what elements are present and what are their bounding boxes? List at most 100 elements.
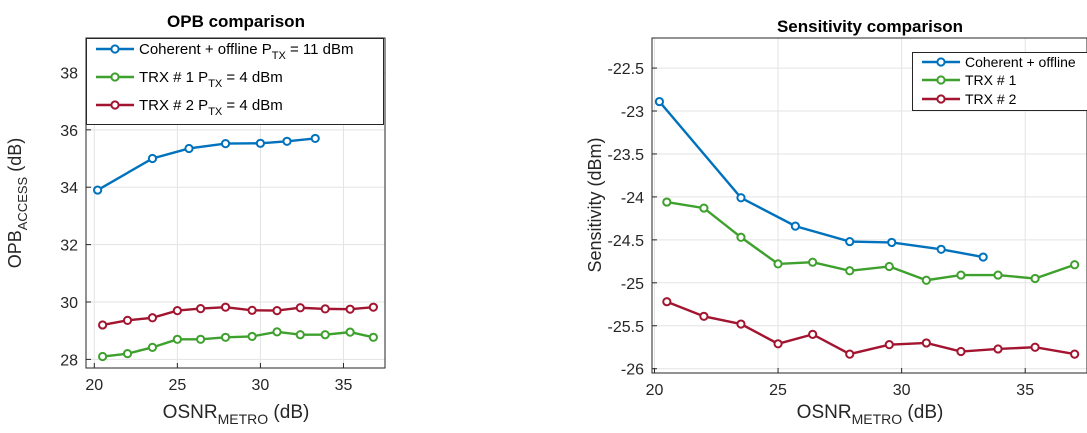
data-point	[980, 253, 987, 260]
data-point	[1031, 344, 1038, 351]
y-tick-label: -26	[621, 362, 644, 379]
x-tick-label: 30	[252, 377, 270, 394]
data-point	[347, 306, 354, 313]
data-point	[197, 305, 204, 312]
data-point	[347, 329, 354, 336]
y-tick-label: -23.5	[608, 147, 645, 164]
series-line	[98, 138, 316, 190]
data-point	[94, 186, 101, 193]
data-point	[846, 351, 853, 358]
data-point	[249, 333, 256, 340]
y-tick-label: 34	[60, 180, 78, 197]
data-point	[994, 271, 1001, 278]
data-point	[249, 307, 256, 314]
data-point	[370, 304, 377, 311]
x-tick-label: 30	[893, 382, 911, 399]
x-tick-label: 35	[1016, 382, 1034, 399]
data-point	[957, 271, 964, 278]
data-point	[809, 259, 816, 266]
series-line	[103, 332, 374, 357]
data-point	[846, 238, 853, 245]
y-tick-label: -25.5	[608, 319, 645, 336]
data-point	[312, 135, 319, 142]
data-point	[886, 263, 893, 270]
series-2	[99, 328, 377, 360]
data-point	[99, 321, 106, 328]
data-point	[792, 223, 799, 230]
y-tick-label: -23	[621, 104, 644, 121]
legend-swatch-marker	[111, 101, 118, 108]
data-point	[700, 313, 707, 320]
data-point	[923, 277, 930, 284]
data-point	[273, 307, 280, 314]
data-point	[737, 194, 744, 201]
data-point	[663, 198, 670, 205]
y-tick-label: 30	[60, 295, 78, 312]
data-point	[370, 334, 377, 341]
data-point	[938, 246, 945, 253]
data-point	[273, 328, 280, 335]
y-tick-label: 28	[60, 352, 78, 369]
data-point	[297, 331, 304, 338]
y-tick-label: -24	[621, 190, 644, 207]
y-tick-label: -24.5	[608, 233, 645, 250]
data-point	[737, 234, 744, 241]
data-point	[185, 145, 192, 152]
legend-entry-label: TRX # 2	[965, 91, 1017, 107]
data-point	[197, 336, 204, 343]
series-line	[659, 102, 983, 257]
data-point	[1071, 351, 1078, 358]
data-point	[149, 155, 156, 162]
series-line	[103, 307, 374, 325]
y-tick-label: -22.5	[608, 61, 645, 78]
legend-swatch-marker	[111, 73, 118, 80]
series-line	[667, 302, 1075, 354]
y-tick-label: -25	[621, 276, 644, 293]
data-point	[322, 331, 329, 338]
data-point	[283, 138, 290, 145]
chart-title: OPB comparison	[167, 12, 305, 31]
y-tick-label: 36	[60, 123, 78, 140]
chart-title: Sensitivity comparison	[777, 17, 963, 36]
y-tick-label: 38	[60, 65, 78, 82]
series-1	[94, 135, 319, 194]
legend-entry-label: Coherent + offline	[965, 54, 1076, 70]
y-axis-label: Sensitivity (dBm)	[585, 137, 605, 272]
data-point	[886, 341, 893, 348]
legend-swatch-marker	[111, 45, 118, 52]
x-tick-label: 20	[85, 377, 103, 394]
data-point	[174, 307, 181, 314]
data-point	[322, 305, 329, 312]
data-point	[809, 331, 816, 338]
data-point	[222, 140, 229, 147]
data-point	[957, 348, 964, 355]
series-3	[663, 298, 1078, 358]
data-point	[222, 334, 229, 341]
data-point	[663, 298, 670, 305]
data-point	[1031, 275, 1038, 282]
x-tick-label: 20	[646, 382, 664, 399]
legend-swatch-marker	[937, 58, 944, 65]
x-tick-label: 25	[769, 382, 787, 399]
legend-swatch-marker	[937, 95, 944, 102]
data-point	[700, 204, 707, 211]
data-point	[888, 239, 895, 246]
data-point	[257, 140, 264, 147]
data-point	[923, 339, 930, 346]
data-point	[124, 350, 131, 357]
series-3	[99, 304, 377, 329]
data-point	[149, 314, 156, 321]
chart-2: 20 25 30 35 -22.5 -23 -23.5 -24 -24.5 -25 -25.5 -26…	[585, 17, 1087, 427]
series-1	[656, 98, 987, 261]
y-axis-label: OPBACCESS (dB)	[5, 138, 30, 269]
legend-swatch-marker	[937, 76, 944, 83]
data-point	[99, 353, 106, 360]
x-tick-label: 25	[168, 377, 186, 394]
data-point	[297, 304, 304, 311]
data-point	[774, 340, 781, 347]
data-point	[994, 345, 1001, 352]
